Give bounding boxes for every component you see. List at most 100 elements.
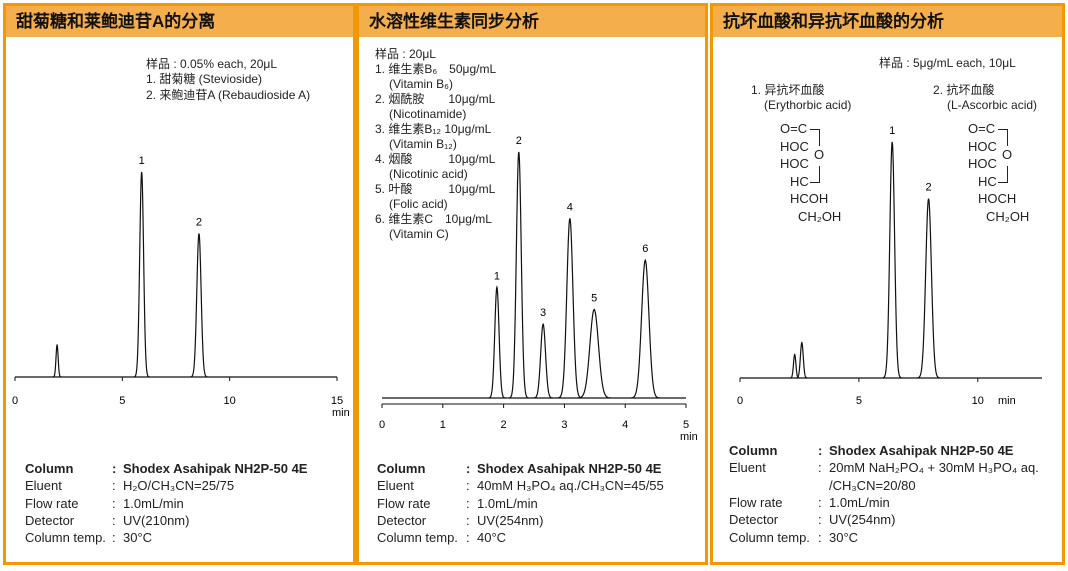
sample-info: 样品 : 0.05% each, 20μL [146, 57, 277, 71]
legend-item: (Erythorbic acid) [764, 98, 852, 112]
param-value: 1.0mL/min [477, 495, 538, 511]
ring-oxygen: O [814, 147, 825, 162]
legend-item: 6. 维生素C 10μg/mL [375, 212, 492, 226]
param-value: 30°C [123, 530, 153, 546]
x-tick-label: 5 [856, 395, 862, 407]
param-value: UV(210nm) [123, 512, 190, 528]
peak [52, 343, 62, 378]
structure-atom: HC [790, 174, 809, 189]
legend-item: (Folic acid) [389, 197, 448, 211]
param-colon: : [466, 512, 470, 528]
param-label: Column temp. [729, 529, 810, 545]
peak-label: 1 [139, 155, 145, 167]
param-value: 40mM H₃PO₄ aq./CH₃CN=45/55 [477, 478, 664, 494]
panel-title: 甜菊糖和莱鲍迪苷A的分离 [6, 6, 353, 37]
legend-item: (Vitamin B₁₂) [389, 137, 457, 151]
ring-bond [810, 129, 820, 146]
param-colon: : [112, 478, 116, 494]
param-label: Column temp. [377, 530, 458, 546]
param-colon: : [466, 478, 470, 494]
param-colon: : [466, 530, 470, 546]
panel-title: 水溶性维生素同步分析 [359, 6, 705, 37]
peak [508, 151, 529, 399]
legend-item: 1. 甜菊糖 (Stevioside) [146, 72, 263, 86]
structure-atom: HOC [968, 156, 997, 171]
x-axis-label: min [680, 431, 698, 443]
structure-atom: HCOH [790, 191, 829, 206]
param-value: Shodex Asahipak NH2P-50 4E [123, 461, 308, 476]
param-label: Eluent [25, 478, 62, 494]
peak-label: 1 [889, 125, 895, 137]
peak [882, 141, 902, 379]
param-value: /CH₃CN=20/80 [829, 477, 916, 493]
x-tick-label: 10 [224, 395, 236, 407]
peak-label: 1 [494, 270, 500, 282]
param-colon: : [112, 512, 116, 528]
param-label: Eluent [377, 478, 414, 494]
param-value: 30°C [829, 529, 859, 545]
param-label: Column temp. [25, 530, 106, 546]
legend-item: 3. 维生素B₁₂ 10μg/mL [375, 122, 492, 136]
legend-item: (Vitamin B₆) [389, 77, 453, 91]
param-value: Shodex Asahipak NH2P-50 4E [829, 443, 1014, 458]
peak [557, 218, 583, 399]
panel-title: 抗坏血酸和异抗坏血酸的分析 [713, 6, 1062, 37]
legend-item: 2. 烟酰胺 10μg/mL [375, 92, 496, 106]
legend-item: (Vitamin C) [389, 227, 449, 241]
structure-atom: HOCH [978, 191, 1017, 206]
x-axis-label: min [998, 395, 1016, 407]
x-tick-label: 5 [683, 419, 689, 431]
ring-bond [998, 129, 1008, 146]
param-colon: : [112, 530, 116, 546]
x-axis-label: min [332, 407, 350, 419]
structure-atom: HOC [968, 139, 997, 154]
param-colon: : [466, 461, 471, 476]
legend-item: 2. 抗坏血酸 [933, 83, 995, 97]
param-label: Flow rate [377, 495, 431, 511]
sample-info: 样品 : 5μg/mL each, 10μL [879, 56, 1016, 70]
x-tick-label: 0 [737, 395, 743, 407]
structure-atom: HOC [780, 139, 809, 154]
param-label: Flow rate [729, 494, 783, 510]
param-label: Column [729, 443, 778, 458]
x-tick-label: 2 [501, 419, 507, 431]
param-colon: : [818, 460, 822, 476]
peak [789, 353, 800, 379]
param-label: Column [25, 461, 74, 476]
x-tick-label: 5 [119, 395, 125, 407]
ring-bond [810, 166, 820, 183]
param-colon: : [112, 495, 116, 511]
x-tick-label: 15 [331, 395, 343, 407]
legend-item: 1. 维生素B₆ 50μg/mL [375, 62, 497, 76]
param-label: Flow rate [25, 495, 79, 511]
panel-vitamins: 水溶性维生素同步分析 [356, 3, 708, 565]
legend-item: (Nicotinic acid) [389, 167, 468, 181]
peak [190, 233, 208, 378]
x-tick-label: 10 [972, 395, 984, 407]
legend-item: 1. 异抗坏血酸 [751, 83, 825, 97]
x-tick-label: 1 [440, 419, 446, 431]
peak-label: 2 [196, 217, 202, 229]
structure-atom: CH₂OH [798, 209, 842, 224]
peak [533, 322, 553, 399]
param-value: 20mM NaH₂PO₄ + 30mM H₃PO₄ aq. [829, 460, 1039, 476]
x-tick-label: 0 [12, 395, 18, 407]
param-colon: : [112, 461, 117, 476]
peak-label: 5 [591, 292, 597, 304]
x-tick-label: 3 [561, 419, 567, 431]
peak [577, 308, 612, 399]
peak [488, 285, 506, 399]
peak-label: 2 [516, 135, 522, 147]
legend-item: 4. 烟酸 10μg/mL [375, 152, 496, 166]
param-label: Column [377, 461, 426, 476]
peak-label: 2 [926, 182, 932, 194]
structure-atom: CH₂OH [986, 209, 1030, 224]
structure-atom: HC [978, 174, 997, 189]
param-label: Detector [25, 512, 75, 528]
legend-item: 5. 叶酸 10μg/mL [375, 182, 496, 196]
peak [133, 171, 150, 378]
ring-oxygen: O [1002, 147, 1013, 162]
peak [917, 198, 941, 379]
